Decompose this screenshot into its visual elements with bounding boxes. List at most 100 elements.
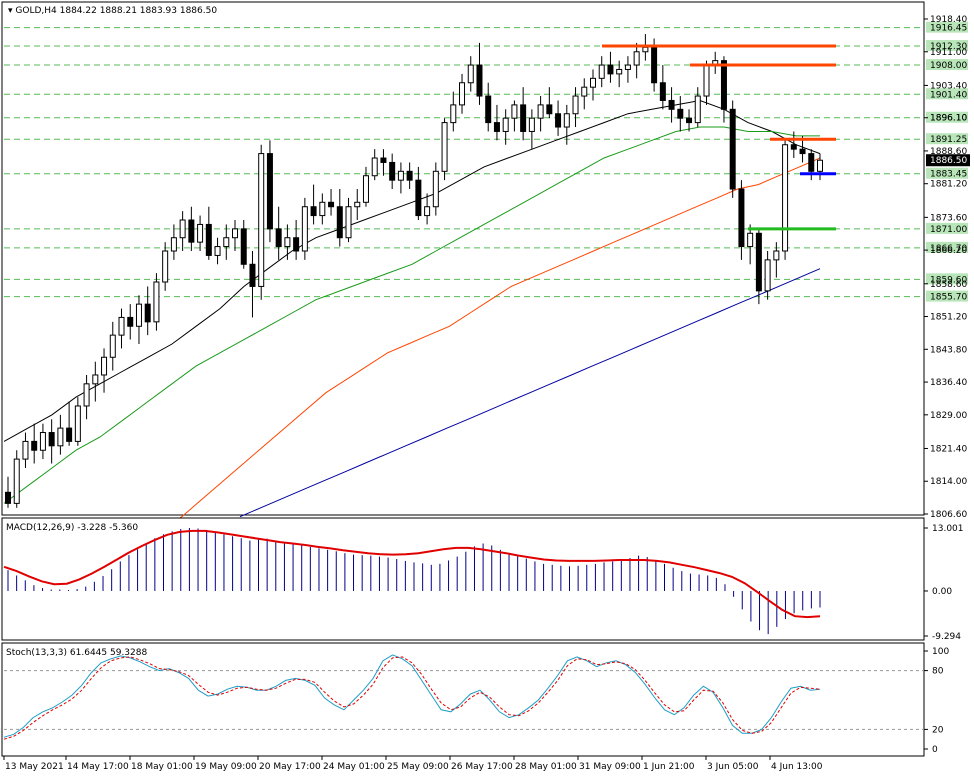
- bull-candle: [528, 117, 535, 132]
- bear-candle: [729, 108, 736, 190]
- bear-candle: [607, 64, 614, 75]
- bull-candle: [284, 237, 291, 248]
- level-label: 1855.70: [930, 293, 967, 303]
- time-tick-label: 18 May 01:00: [131, 762, 193, 772]
- bear-candle: [668, 99, 675, 110]
- bear-candle: [48, 432, 55, 447]
- bear-candle: [520, 104, 527, 132]
- time-tick-label: 13 May 2021: [5, 762, 64, 772]
- chart-title: ▾ GOLD,H4 1884.22 1888.21 1883.93 1886.5…: [8, 6, 217, 16]
- level-label: 1896.10: [930, 114, 967, 124]
- bull-candle: [301, 206, 308, 252]
- stoch-tick-label: 100: [932, 647, 949, 657]
- bear-candle: [249, 263, 256, 287]
- level-label-box: [926, 111, 968, 123]
- macd-signal-polyline: [3, 529, 821, 619]
- support-resistance-lines: [602, 44, 836, 231]
- level-label-box: [926, 241, 968, 253]
- price-tick-label: 1821.40: [930, 444, 967, 454]
- bear-candle: [677, 108, 684, 119]
- time-tick-label: 25 May 09:00: [387, 762, 449, 772]
- bull-candle: [83, 383, 90, 407]
- bear-candle: [799, 148, 806, 155]
- bear-candle: [5, 491, 11, 504]
- bull-candle: [581, 86, 588, 97]
- macd-panel[interactable]: 13.001 0.00 -9.294 MACD(12,26,9) -3.228 -5…: [1, 517, 964, 642]
- level-label: 1891.25: [930, 135, 967, 145]
- bear-candle: [555, 113, 562, 128]
- level-label: 1859.60: [930, 275, 967, 285]
- price-tick-label: 1806.60: [930, 510, 967, 520]
- price-tick-label: 1888.60: [930, 147, 967, 157]
- macd-histogram: [7, 528, 821, 635]
- bear-candle: [205, 223, 212, 256]
- macd-axis: 13.001 0.00 -9.294: [924, 524, 964, 642]
- bull-candle: [39, 432, 46, 451]
- candles: [5, 34, 823, 508]
- price-tick-label: 1918.40: [930, 15, 967, 25]
- stoch-main-line: [3, 654, 821, 738]
- time-axis: 13 May 2021 14 May 17:00 18 May 01:00 19 Ma…: [3, 756, 823, 772]
- bull-candle: [345, 206, 352, 239]
- level-label-box: [926, 273, 968, 285]
- ma-long-line: [239, 268, 821, 518]
- bear-candle: [66, 427, 73, 442]
- bull-candle: [703, 64, 710, 97]
- bear-candle: [240, 228, 247, 265]
- macd-tick-label: 13.001: [932, 524, 964, 534]
- time-tick-label: 31 May 09:00: [579, 762, 641, 772]
- stoch-panel[interactable]: 100 80 20 0 Stoch(13,3,3) 61.6445 59.3288: [1, 642, 949, 757]
- time-tick-label: 4 Jun 13:00: [771, 762, 823, 772]
- bull-candle: [817, 159, 823, 172]
- level-label-box: [926, 290, 968, 302]
- title-arrow[interactable]: ▾: [8, 6, 15, 16]
- time-tick-label: 24 May 01:00: [323, 762, 385, 772]
- stoch-signal-line: [3, 656, 821, 740]
- level-label: 1883.45: [930, 170, 967, 180]
- bull-candle: [747, 232, 754, 248]
- bear-candle: [808, 153, 815, 172]
- symbol-label: GOLD,H4: [15, 6, 57, 16]
- price-tick-label: 1836.40: [930, 378, 967, 388]
- bull-candle: [633, 51, 640, 66]
- bear-candle: [328, 201, 335, 208]
- bull-candle: [563, 113, 570, 128]
- ma-mid-line: [3, 126, 820, 504]
- price-tick-label: 1829.00: [930, 411, 967, 421]
- bull-candle: [424, 206, 431, 217]
- bull-candle: [511, 104, 518, 119]
- bear-candle: [720, 60, 727, 110]
- bear-candle: [310, 206, 317, 217]
- bear-candle: [275, 228, 282, 248]
- time-tick-label: 1 Jun 21:00: [643, 762, 695, 772]
- level-label: 1871.00: [930, 225, 967, 235]
- moving-averages: [3, 99, 821, 562]
- bull-candle: [362, 175, 369, 203]
- time-tick-label: 26 May 17:00: [451, 762, 513, 772]
- bear-candle: [651, 46, 658, 84]
- price-panel[interactable]: 1916.45 1912.30 1908.00 1901.40 1896.10 1891.…: [1, 1, 970, 562]
- stoch-tick-label: 20: [932, 725, 944, 735]
- bull-candle: [118, 316, 125, 336]
- ohlc-readout: 1884.22 1888.21 1883.93 1886.50: [60, 6, 218, 16]
- level-label-box: [926, 167, 968, 179]
- bull-candle: [572, 95, 579, 115]
- bull-candle: [432, 170, 439, 208]
- level-label-box: [926, 88, 968, 100]
- level-label: 1866.70: [930, 244, 967, 254]
- price-tick-label: 1873.60: [930, 213, 967, 223]
- time-tick-label: 19 May 09:00: [195, 762, 257, 772]
- bull-candle: [459, 82, 466, 106]
- level-label: 1916.45: [930, 24, 967, 34]
- bull-candle: [764, 259, 771, 292]
- bear-candle: [755, 232, 762, 292]
- price-tick-label: 1903.40: [930, 81, 967, 91]
- bull-candle: [101, 356, 108, 376]
- bull-candle: [92, 374, 99, 385]
- ma-fast-line: [3, 99, 821, 442]
- bull-candle: [773, 250, 780, 261]
- bull-candle: [397, 170, 404, 181]
- bear-candle: [790, 144, 797, 150]
- bull-candle: [450, 104, 457, 124]
